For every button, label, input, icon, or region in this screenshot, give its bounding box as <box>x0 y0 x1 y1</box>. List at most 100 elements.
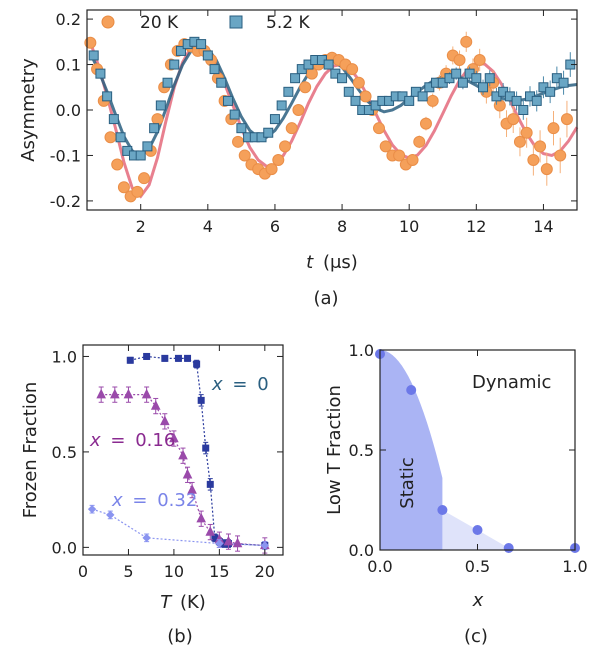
c-region-label-dynamic: Dynamic <box>472 372 551 393</box>
a-point-5k <box>229 109 240 120</box>
a-x-tick-label: 6 <box>270 217 280 236</box>
a-point-20k <box>507 113 520 126</box>
a-point-5k <box>162 77 173 88</box>
b-label-x0-var: x <box>211 374 223 395</box>
a-point-5k <box>263 127 274 138</box>
a-point-5k <box>135 150 146 161</box>
a-point-5k <box>175 45 186 56</box>
b-point-series-1 <box>196 512 206 523</box>
b-y-tick-label: 0.5 <box>52 443 77 462</box>
a-point-5k <box>531 95 542 106</box>
a-x-tick-label: 8 <box>337 217 347 236</box>
a-x-tick-label: 4 <box>203 217 213 236</box>
a-point-20k <box>527 154 540 166</box>
b-label-x032-var: x <box>111 490 123 511</box>
a-point-20k <box>111 158 124 171</box>
a-point-20k <box>453 54 466 66</box>
a-point-20k <box>393 149 406 162</box>
b-point-series-0 <box>184 354 192 362</box>
c-ticks: 0.0 0.5 1.0 0.0 0.5 1.0 <box>349 341 588 576</box>
a-point-5k <box>196 39 207 50</box>
a-x-tick-label: 10 <box>399 217 419 236</box>
b-point-series-0 <box>143 352 151 360</box>
b-point-series-1 <box>150 400 161 410</box>
b-label-x016-value: 0.16 <box>135 430 175 451</box>
b-label-x016-eq: = <box>110 430 125 451</box>
b-point-series-1 <box>182 468 193 479</box>
b-point-series-0 <box>202 444 210 452</box>
a-point-20k <box>285 122 298 135</box>
b-label-x032-eq: = <box>132 490 147 511</box>
legend-label-5k: 5.2 K <box>266 13 310 33</box>
b-x-tick-label: 0 <box>78 562 88 581</box>
c-x-axis-label: x <box>472 590 484 611</box>
b-point-series-0 <box>174 354 182 362</box>
a-point-5k <box>155 100 166 111</box>
a-y-axis-label: Asymmetry <box>18 58 39 162</box>
a-point-5k <box>222 95 233 106</box>
a-point-20k <box>473 54 486 66</box>
a-ticks: 2 4 6 8 10 12 14 -0.2 -0.1 0.0 0.1 0.2 <box>50 10 577 236</box>
a-x-axis-label: t (μs) <box>306 252 358 273</box>
b-x-tick-label: 15 <box>209 562 229 581</box>
b-plot-frame <box>82 344 284 556</box>
b-point-series-1 <box>205 526 216 536</box>
a-point-20k <box>131 185 144 198</box>
a-point-20k <box>232 135 245 148</box>
b-point-series-2 <box>87 504 97 514</box>
c-point <box>503 543 514 553</box>
a-point-20k <box>547 122 560 135</box>
b-label-x032-value: 0.32 <box>157 490 197 511</box>
b-point-series-1 <box>123 388 134 399</box>
b-point-series-2 <box>215 539 224 548</box>
a-point-5k <box>95 68 106 79</box>
a-point-20k <box>379 140 392 153</box>
a-point-20k <box>419 117 432 130</box>
a-point-20k <box>104 131 117 144</box>
a-point-5k <box>269 114 280 125</box>
a-point-20k <box>560 113 573 126</box>
b-point-series-0 <box>126 356 134 364</box>
a-point-5k <box>343 86 354 97</box>
a-x-tick-label: 14 <box>533 217 553 236</box>
a-point-20k <box>413 135 426 148</box>
a-point-20k <box>372 122 385 135</box>
b-point-series-2 <box>106 510 115 520</box>
a-point-20k <box>406 154 419 166</box>
a-point-20k <box>151 113 164 126</box>
a-point-20k <box>272 154 285 166</box>
c-y-axis-label: Low T Fraction <box>324 385 345 515</box>
a-point-5k <box>478 82 489 93</box>
c-point <box>406 385 417 395</box>
b-point-series-0 <box>193 360 201 368</box>
a-y-tick-label: -0.2 <box>50 192 81 211</box>
a-fit-line-20k <box>88 41 579 199</box>
a-y-tick-label: 0.1 <box>56 56 81 75</box>
a-point-5k <box>88 50 99 61</box>
b-x-tick-label: 10 <box>164 562 184 581</box>
a-y-tick-label: -0.1 <box>50 146 81 165</box>
a-point-5k <box>417 91 428 102</box>
a-point-5k <box>115 132 126 143</box>
a-point-5k <box>484 73 495 84</box>
a-point-5k <box>202 50 213 61</box>
panel-label-b: (b) <box>167 626 192 647</box>
a-point-5k <box>102 91 113 102</box>
a-point-5k <box>511 95 522 106</box>
a-point-20k <box>520 126 533 139</box>
a-point-5k <box>545 86 556 97</box>
panel-a-asymmetry-chart: 2 4 6 8 10 12 14 -0.2 -0.1 0.0 0.1 0.2 20 K 5.2 K A… <box>18 9 579 309</box>
a-point-20k <box>138 172 151 185</box>
a-point-5k <box>290 73 301 84</box>
a-point-20k <box>352 76 365 89</box>
b-point-series-1 <box>169 432 179 443</box>
b-x-tick-label: 5 <box>123 562 133 581</box>
b-label-x0-value: 0 <box>257 374 268 395</box>
b-point-series-1 <box>110 388 120 399</box>
c-x-tick-label: 0.5 <box>465 557 490 576</box>
b-point-series-2 <box>260 541 270 550</box>
b-data-points <box>87 352 270 554</box>
b-point-series-1 <box>96 388 106 399</box>
a-data-points <box>84 31 576 203</box>
